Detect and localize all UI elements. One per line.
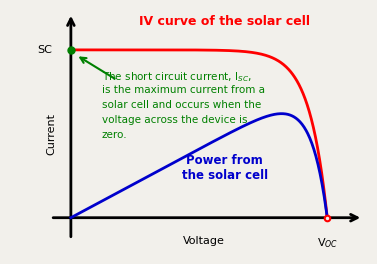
Text: solar cell and occurs when the: solar cell and occurs when the — [102, 100, 261, 110]
Text: Voltage: Voltage — [183, 236, 225, 246]
Text: IV curve of the solar cell: IV curve of the solar cell — [139, 15, 310, 28]
Text: zero.: zero. — [102, 130, 127, 140]
Text: is the maximum current from a: is the maximum current from a — [102, 85, 265, 95]
Text: The short circuit current, I$_{SC}$,: The short circuit current, I$_{SC}$, — [102, 70, 251, 84]
Text: Power from
the solar cell: Power from the solar cell — [182, 154, 268, 182]
Text: Current: Current — [47, 113, 57, 155]
Text: voltage across the device is: voltage across the device is — [102, 115, 247, 125]
Text: V$_{OC}$: V$_{OC}$ — [317, 236, 338, 250]
Text: SC: SC — [37, 45, 52, 55]
